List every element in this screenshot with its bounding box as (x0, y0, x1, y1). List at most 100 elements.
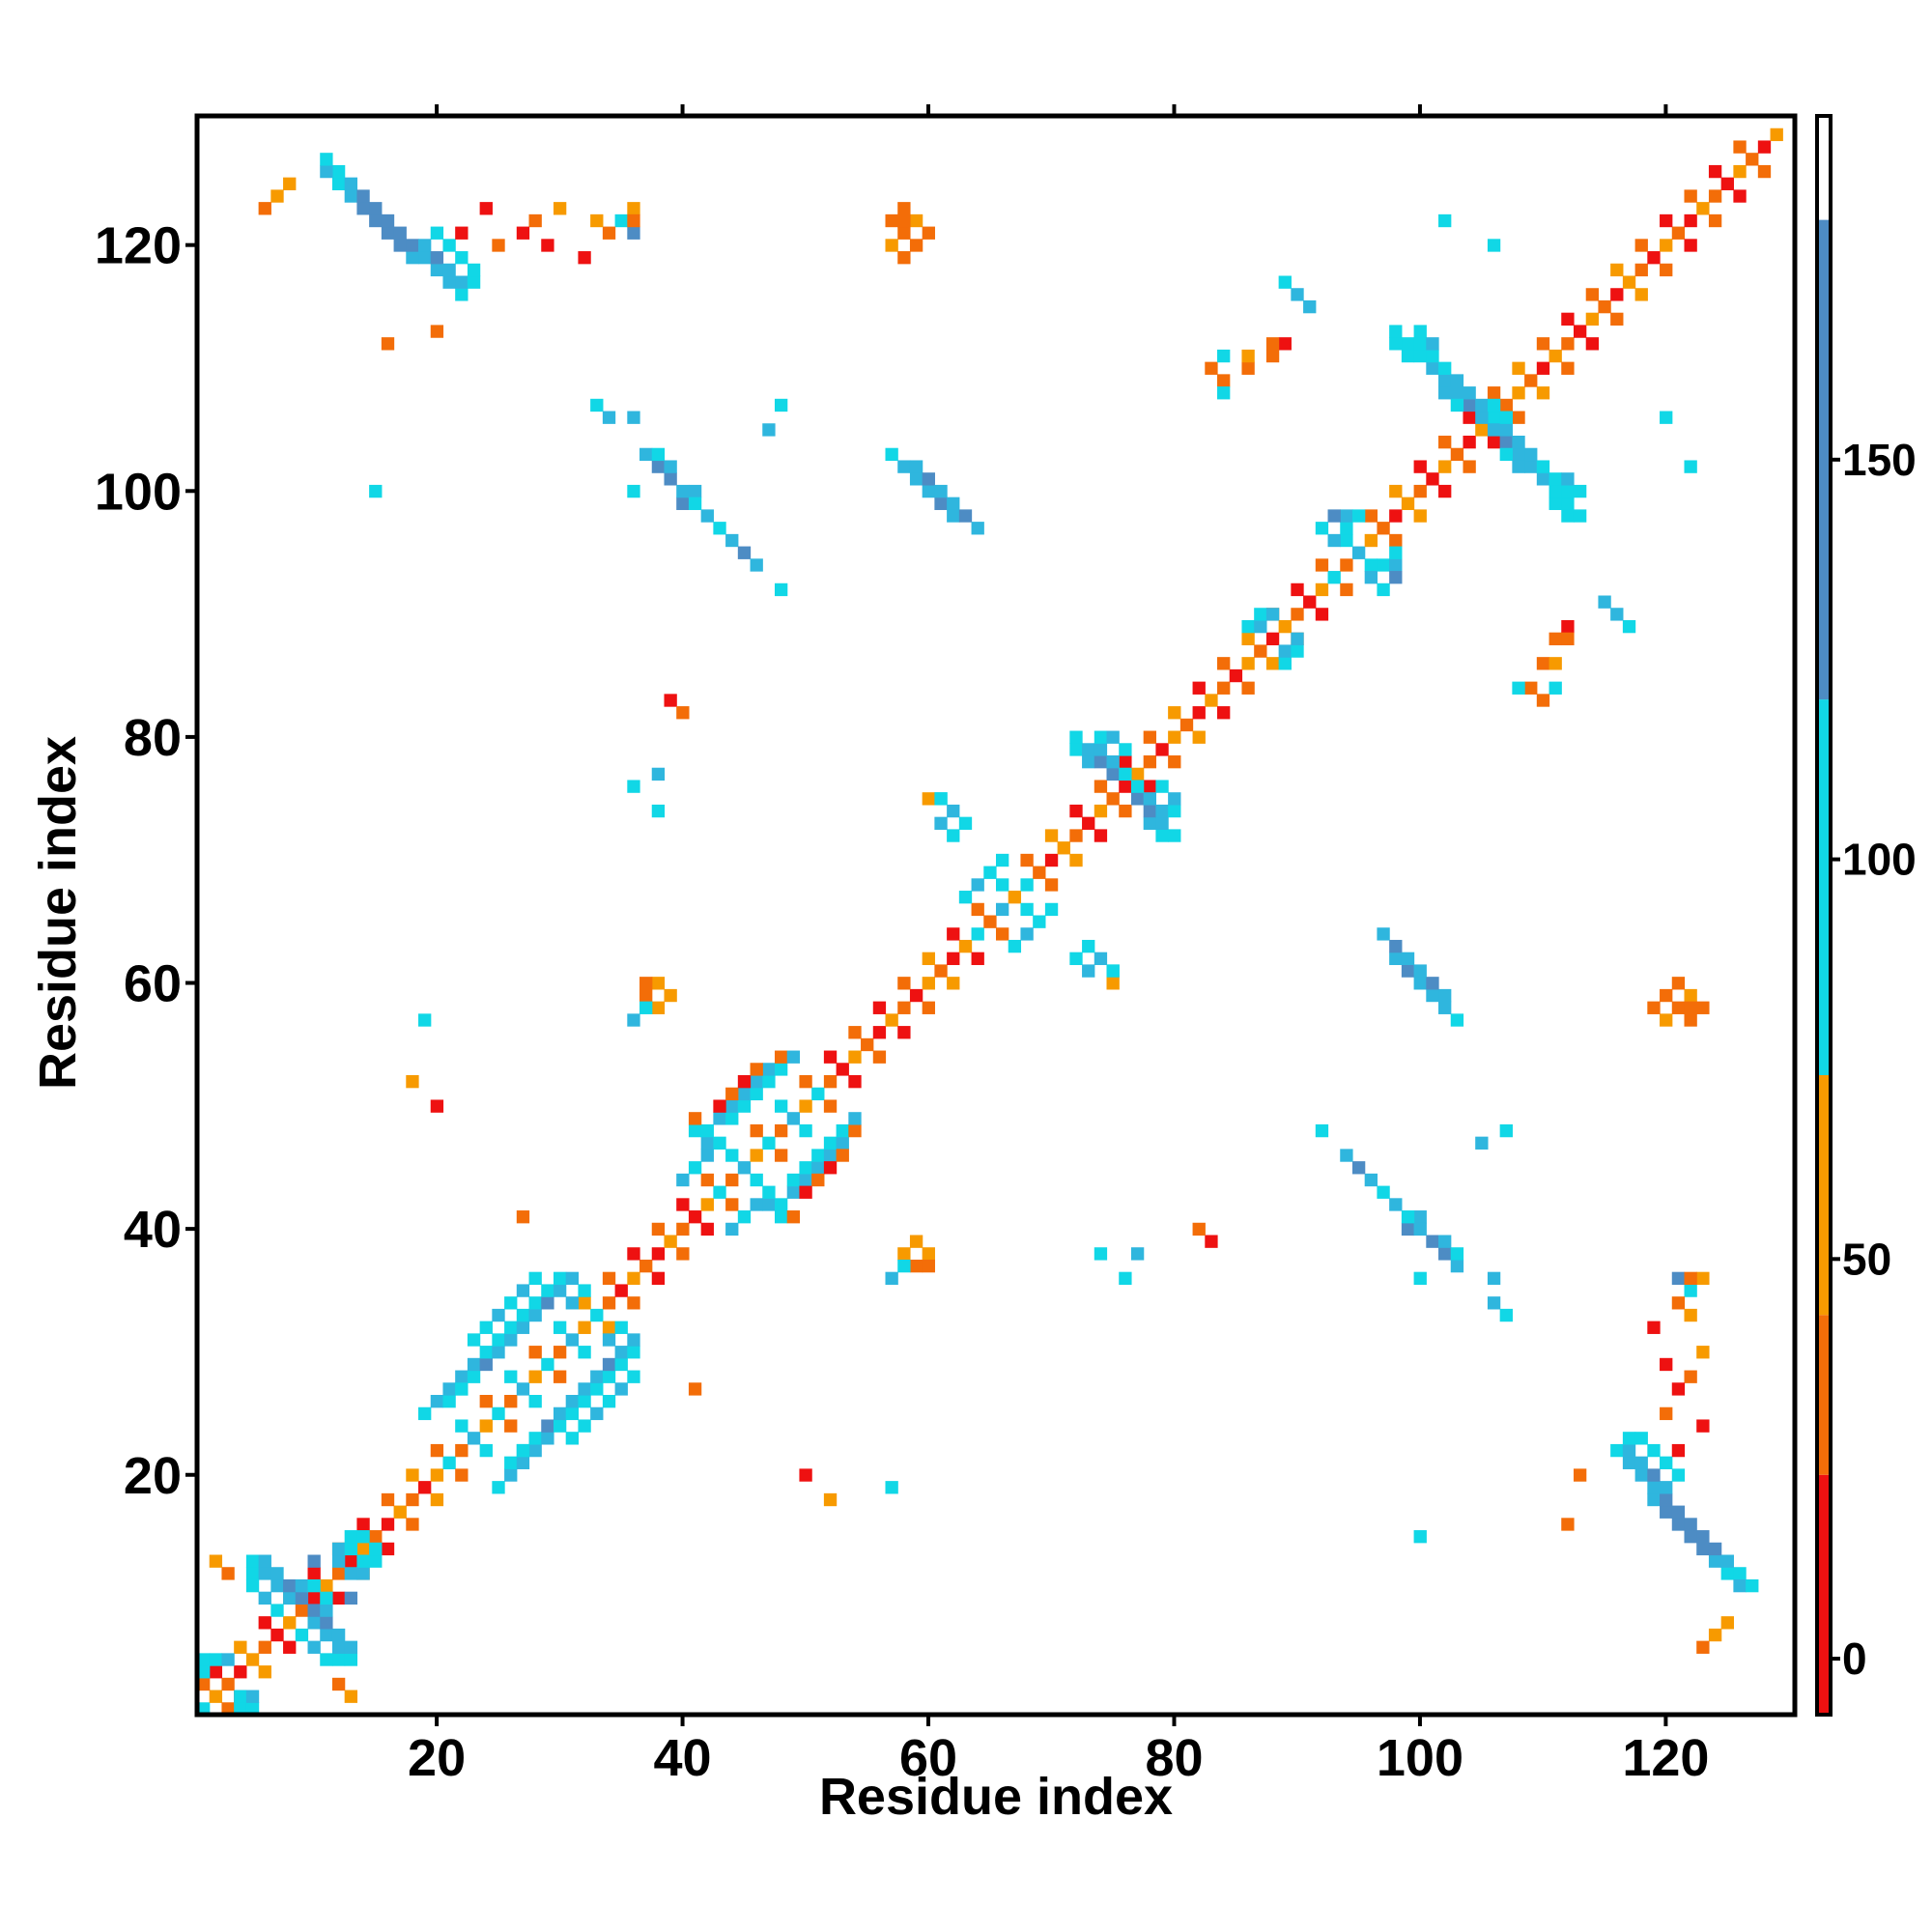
heatmap-cell (713, 1099, 726, 1113)
heatmap-cell (455, 288, 469, 301)
heatmap-cell (406, 1468, 419, 1482)
heatmap-cell (1757, 164, 1772, 179)
heatmap-cell (565, 1296, 580, 1310)
heatmap-cell (799, 1161, 812, 1175)
heatmap-cell (1438, 1001, 1452, 1014)
heatmap-cell (283, 1616, 297, 1630)
heatmap-cell (516, 226, 530, 240)
heatmap-cell (1524, 460, 1538, 473)
heatmap-cell (627, 484, 640, 498)
heatmap-cell (614, 213, 628, 228)
heatmap-cell (467, 1357, 481, 1372)
colorbar-band (1817, 1474, 1831, 1715)
heatmap-cell (676, 1222, 690, 1236)
heatmap-cell (786, 1173, 801, 1187)
heatmap-cell (627, 226, 640, 240)
heatmap-cell (1622, 619, 1636, 634)
heatmap-cell (1340, 533, 1353, 548)
heatmap-cell (320, 164, 333, 179)
heatmap-cell (922, 1001, 935, 1014)
heatmap-cell (1217, 386, 1231, 400)
heatmap-cell (627, 1271, 640, 1286)
heatmap-cell (1426, 361, 1439, 375)
plot-frame (194, 113, 1798, 1718)
heatmap-cell (947, 829, 960, 842)
heatmap-cell (1254, 644, 1267, 658)
heatmap-cell (737, 546, 752, 559)
heatmap-cell (1733, 189, 1747, 203)
heatmap-cell (713, 1185, 726, 1199)
heatmap-cell (1155, 780, 1169, 793)
heatmap-cell (516, 1443, 530, 1458)
heatmap-cell (221, 1567, 235, 1580)
heatmap-cell (885, 1271, 898, 1286)
heatmap-cell (897, 202, 911, 215)
heatmap-cell (602, 1271, 616, 1286)
heatmap-cell (947, 497, 960, 510)
heatmap-cell (700, 1149, 714, 1162)
heatmap-cell (823, 1161, 838, 1175)
heatmap-cell (1487, 1271, 1501, 1286)
heatmap-cell (528, 1308, 542, 1322)
heatmap-cell (1401, 1210, 1415, 1224)
heatmap-cell (725, 1222, 739, 1236)
heatmap-cell (676, 1247, 690, 1261)
heatmap-cell (836, 1063, 849, 1076)
heatmap-cell (1413, 325, 1427, 338)
heatmap-cell (1217, 706, 1231, 720)
heatmap-cell (553, 202, 567, 215)
heatmap-cell (504, 1395, 518, 1408)
heatmap-cell (418, 1013, 432, 1027)
heatmap-cell (430, 1468, 444, 1482)
heatmap-cell (590, 1406, 604, 1421)
heatmap-cell (467, 1333, 481, 1347)
heatmap-cell (909, 460, 923, 473)
heatmap-cell (1020, 902, 1034, 917)
y-tick-label: 80 (124, 709, 182, 767)
heatmap-cell (688, 1382, 702, 1396)
heatmap-cell (811, 1149, 825, 1162)
heatmap-cell (786, 1112, 801, 1125)
heatmap-cell (1634, 1468, 1648, 1482)
heatmap-cell (578, 1382, 591, 1396)
heatmap-cell (774, 1099, 788, 1113)
heatmap-cell (897, 1259, 911, 1273)
heatmap-cell (1548, 472, 1562, 486)
heatmap-cell (1499, 1308, 1513, 1322)
heatmap-cell (221, 1653, 235, 1666)
heatmap-cell (541, 1357, 554, 1372)
heatmap-cell (1438, 1247, 1452, 1261)
heatmap-cell (688, 1112, 702, 1125)
heatmap-cell (1057, 841, 1070, 855)
heatmap-cell (331, 164, 346, 179)
heatmap-cell (1413, 1530, 1427, 1544)
heatmap-cell (442, 1382, 456, 1396)
heatmap-cell (528, 1296, 542, 1310)
y-axis-title: Residue index (29, 736, 87, 1090)
heatmap-cell (885, 213, 898, 228)
heatmap-cell (602, 1357, 616, 1372)
heatmap-cell (1241, 619, 1255, 634)
heatmap-cell (479, 1443, 493, 1458)
heatmap-cell (1106, 792, 1120, 806)
heatmap-cell (1130, 780, 1145, 793)
heatmap-cell (676, 484, 690, 498)
heatmap-cell (455, 226, 469, 240)
heatmap-cell (1168, 755, 1181, 769)
heatmap-cell (1463, 460, 1476, 473)
heatmap-cell (897, 460, 911, 473)
heatmap-cell (725, 1149, 739, 1162)
heatmap-cell (1377, 582, 1390, 597)
heatmap-cell (283, 1591, 297, 1605)
heatmap-cell (1438, 374, 1452, 387)
heatmap-cell (1684, 460, 1697, 473)
heatmap-cell (1720, 177, 1734, 190)
heatmap-cell (922, 977, 935, 990)
heatmap-cell (258, 1591, 271, 1605)
heatmap-cell (725, 533, 739, 548)
heatmap-cell (381, 1518, 395, 1531)
heatmap-cell (197, 1677, 211, 1691)
heatmap-cell (996, 927, 1009, 941)
heatmap-cell (418, 1406, 432, 1421)
heatmap-cell (1671, 1296, 1686, 1310)
